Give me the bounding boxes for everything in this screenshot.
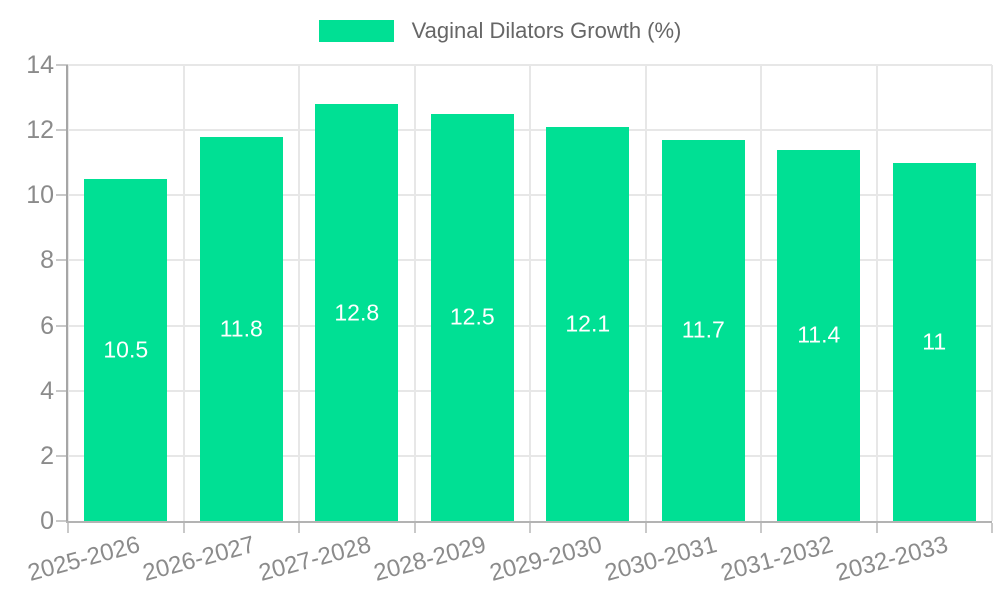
x-axis-tick <box>644 523 647 533</box>
bar-value-label: 11.7 <box>681 316 725 343</box>
x-axis-tick <box>298 523 300 533</box>
x-axis-label: 2026-2027 <box>140 531 259 587</box>
x-axis-tick <box>182 523 185 533</box>
x-axis-tick <box>760 523 762 533</box>
gridline-vertical <box>67 65 69 521</box>
y-axis-tick <box>56 324 68 327</box>
y-axis-tick <box>56 259 68 262</box>
x-axis-label: 2028-2029 <box>371 531 490 587</box>
gridline-vertical <box>529 65 531 521</box>
bar-value-label: 12.8 <box>334 299 380 326</box>
x-axis-tick <box>991 523 993 533</box>
y-axis-line <box>66 65 68 521</box>
bar-2029-2030[interactable] <box>546 126 630 521</box>
bar-value-label: 11.4 <box>797 321 841 348</box>
x-axis-tick <box>875 523 878 533</box>
x-axis-line <box>66 521 992 523</box>
y-axis-label: 14 <box>26 51 54 79</box>
bar-value-label: 11 <box>922 328 947 355</box>
y-axis-tick <box>56 194 68 197</box>
legend-label: Vaginal Dilators Growth (%) <box>411 18 682 43</box>
legend-swatch-icon <box>318 20 394 42</box>
bar-2030-2031[interactable] <box>661 139 745 521</box>
x-axis-label: 2029-2030 <box>486 531 605 587</box>
bar-value-label: 12.5 <box>449 303 495 330</box>
x-axis-label: 2030-2031 <box>602 531 721 587</box>
bar-2031-2032[interactable] <box>777 149 861 521</box>
gridline-vertical <box>413 65 416 521</box>
gridline-vertical <box>760 65 762 521</box>
bar-2025-2026[interactable] <box>84 179 168 521</box>
x-axis-label: 2031-2032 <box>717 531 836 587</box>
y-axis-label: 10 <box>26 181 54 210</box>
y-axis-label: 2 <box>40 441 54 470</box>
x-axis-tick <box>529 523 531 533</box>
y-axis-label: 12 <box>26 116 54 145</box>
gridline-vertical <box>298 65 300 521</box>
x-axis-tick <box>413 523 416 533</box>
y-axis-tick <box>56 64 68 66</box>
gridline-vertical <box>644 65 647 521</box>
y-axis-label: 4 <box>40 376 54 405</box>
bar-2032-2033[interactable] <box>892 162 976 521</box>
y-axis-label: 0 <box>40 507 54 535</box>
y-axis-tick <box>56 389 68 392</box>
gridline-vertical <box>991 65 993 521</box>
x-axis-label: 2025-2026 <box>24 531 143 587</box>
x-axis-label: 2032-2033 <box>833 531 952 587</box>
y-axis-tick <box>56 520 68 522</box>
bar-value-label: 11.8 <box>219 315 263 342</box>
x-axis-tick <box>67 523 69 533</box>
bar-2027-2028[interactable] <box>315 104 399 521</box>
y-axis-tick <box>56 129 68 132</box>
bar-value-label: 10.5 <box>103 336 149 363</box>
bar-value-label: 12.1 <box>565 310 611 337</box>
y-axis-label: 8 <box>40 246 54 275</box>
bar-2026-2027[interactable] <box>199 136 283 521</box>
y-axis-label: 6 <box>40 311 54 340</box>
chart-legend[interactable]: Vaginal Dilators Growth (%) <box>0 16 1000 46</box>
y-axis-tick <box>56 454 68 457</box>
gridline-vertical <box>182 65 185 521</box>
gridline-vertical <box>875 65 878 521</box>
bar-2028-2029[interactable] <box>430 113 514 521</box>
x-axis-label: 2027-2028 <box>255 531 374 587</box>
